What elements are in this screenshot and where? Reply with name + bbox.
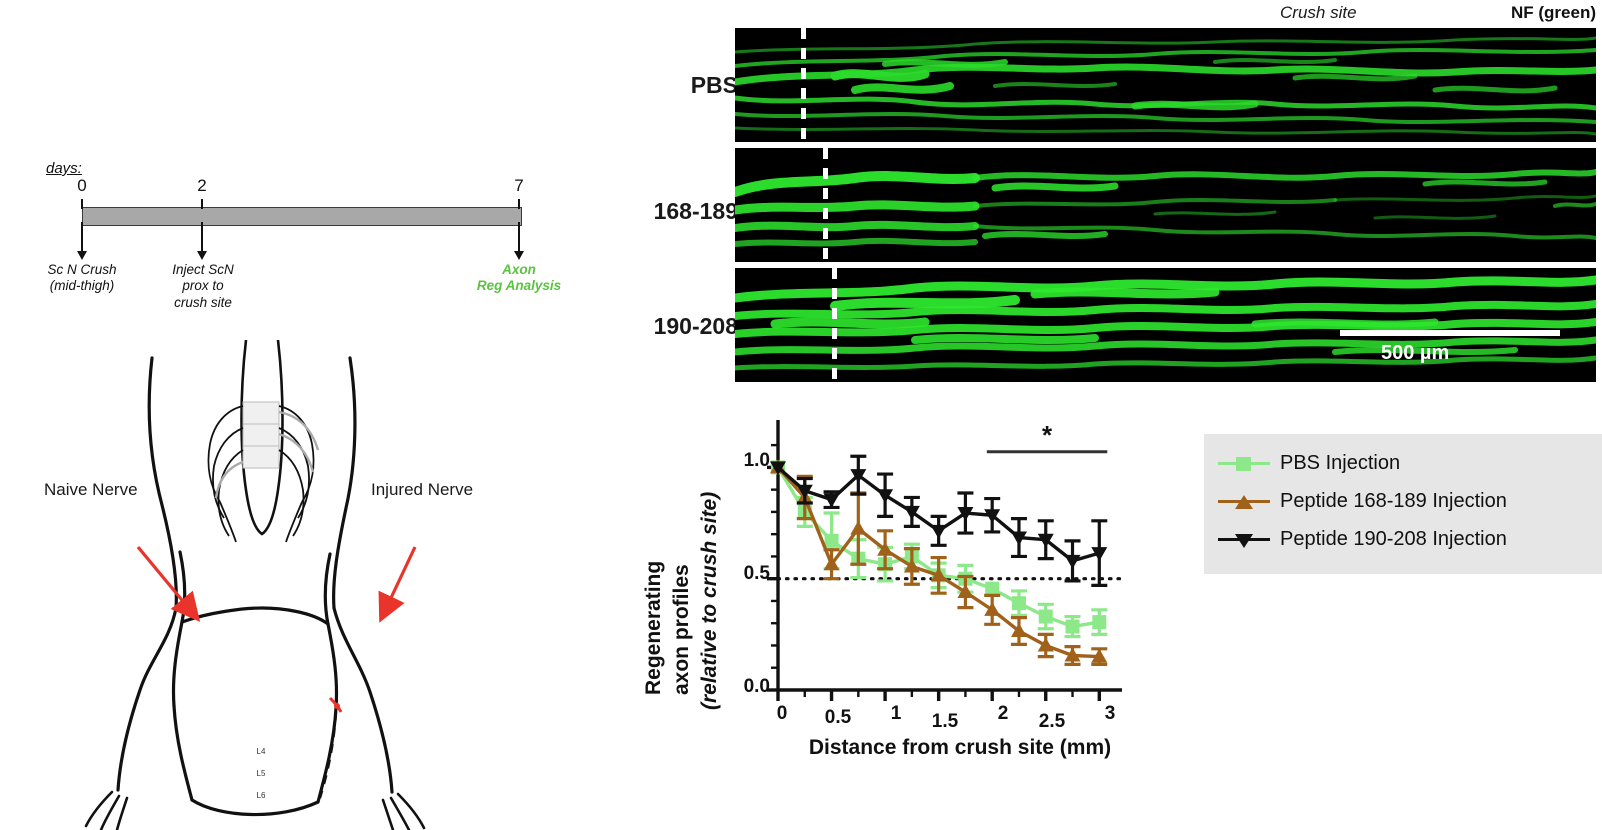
x-axis-title: Distance from crush site (mm): [808, 736, 1112, 759]
crush-site-label: Crush site: [1280, 3, 1357, 22]
legend-item-peptide-190-208[interactable]: Peptide 190-208 Injection: [1218, 520, 1602, 558]
nf-channel-label: NF (green): [1511, 3, 1596, 22]
micro-image-pbs-content: [735, 28, 1596, 142]
chart-plot-area: *: [767, 420, 1124, 701]
vertebra-segments: [242, 401, 280, 469]
x-tick-label-0: 0: [776, 703, 788, 724]
timeline-stem-2: [201, 199, 203, 209]
timeline-tick-2: 2: [197, 176, 207, 195]
naive-nerve-label: Naive Nerve: [44, 480, 138, 499]
timeline-event-inject: Inject ScN prox to crush site: [128, 262, 278, 311]
injured-nerve-label: Injured Nerve: [371, 480, 474, 499]
timeline-bar: [82, 207, 522, 226]
timeline-event-crush: Sc N Crush (mid-thigh): [7, 262, 157, 295]
timeline-arrow-inject: [197, 222, 207, 260]
micro-row-label-190-208: 190-208: [653, 313, 738, 339]
x-tick-label-2: 2: [997, 703, 1009, 724]
micro-image-190-208-content: [735, 268, 1596, 382]
x-tick-label-2.5: 2.5: [1038, 711, 1066, 732]
micro-row-label-pbs: PBS: [690, 72, 738, 98]
timeline-event-inject-line1: Inject ScN: [172, 262, 234, 277]
timeline-event-inject-line3: crush site: [174, 294, 232, 310]
vertebra-label-L6: L6: [256, 791, 266, 800]
chart-series-peptide-168-189-injection: [770, 459, 1108, 666]
crush-site-line-190-208: [832, 268, 837, 382]
timeline-stem-7: [518, 199, 520, 209]
timeline-stem-0: [81, 199, 83, 209]
x-tick-label-0.5: 0.5: [824, 707, 852, 728]
timeline-event-crush-line1: Sc N Crush: [47, 262, 117, 277]
timeline-event-analysis-line2: Reg Analysis: [476, 278, 562, 294]
experimental-timeline-panel: days: 0 2 7 Sc N Crush (mid-thigh) Injec…: [0, 0, 620, 330]
legend-label-peptide-190-208: Peptide 190-208 Injection: [1280, 527, 1507, 550]
vertebra-label-L5: L5: [256, 769, 266, 778]
svg-text:*: *: [1042, 420, 1053, 450]
vertebra-label-L4: L4: [256, 747, 266, 756]
legend-marker-triangle-down-icon: [1218, 529, 1270, 549]
legend-item-pbs[interactable]: PBS Injection: [1218, 444, 1602, 482]
chart-series-peptide-190-208-injection: [770, 454, 1108, 587]
timeline-event-inject-line2: prox to: [182, 278, 224, 294]
legend-label-peptide-168-189: Peptide 168-189 Injection: [1280, 489, 1507, 512]
micro-image-168-189: [735, 148, 1596, 262]
anatomy-svg: [84, 340, 426, 830]
days-axis-label: days:: [46, 160, 82, 177]
timeline-arrow-crush: [77, 222, 87, 260]
legend-marker-triangle-up-icon: [1218, 491, 1270, 511]
axon-regeneration-chart-panel: Regenerating axon profiles (relative to …: [620, 400, 1602, 830]
y-tick-label-0.0: 0.0: [743, 676, 770, 697]
injured-nerve-arrow: [378, 546, 417, 623]
x-tick-label-1.5: 1.5: [931, 711, 959, 732]
crush-site-line-pbs: [801, 28, 806, 142]
scale-bar: [1340, 330, 1560, 336]
x-tick-label-1: 1: [890, 703, 902, 724]
crush-site-line-168-189: [823, 148, 828, 262]
micro-image-168-189-content: [735, 148, 1596, 262]
legend-label-pbs: PBS Injection: [1280, 451, 1401, 474]
naive-nerve-arrow: [136, 545, 201, 622]
micro-image-190-208: 500 µm: [735, 268, 1596, 382]
y-tick-label-0.5: 0.5: [743, 563, 770, 584]
timeline-event-analysis-line1: Axon: [502, 262, 536, 277]
timeline-tick-7: 7: [514, 176, 524, 195]
y-tick-label-1.0: 1.0: [743, 450, 770, 471]
timeline-event-crush-line2: (mid-thigh): [49, 278, 115, 294]
rat-anatomy-diagram-panel: L4 L5 L6 Naive Nerve Injured Nerve: [0, 340, 620, 830]
micro-row-label-168-189: 168-189: [653, 198, 738, 224]
legend-marker-square-icon: [1218, 453, 1270, 473]
timeline-arrow-analysis: [514, 222, 524, 260]
microscopy-panel: Crush site NF (green) PBS: [620, 0, 1602, 395]
legend-item-peptide-168-189[interactable]: Peptide 168-189 Injection: [1218, 482, 1602, 520]
timeline-tick-0: 0: [77, 176, 87, 195]
x-tick-label-3: 3: [1104, 703, 1116, 724]
chart-legend: PBS Injection Peptide 168-189 Injection …: [1204, 434, 1602, 574]
scale-bar-label: 500 µm: [1381, 342, 1450, 364]
micro-image-pbs: [735, 28, 1596, 142]
timeline-event-analysis: Axon Reg Analysis: [444, 262, 594, 295]
